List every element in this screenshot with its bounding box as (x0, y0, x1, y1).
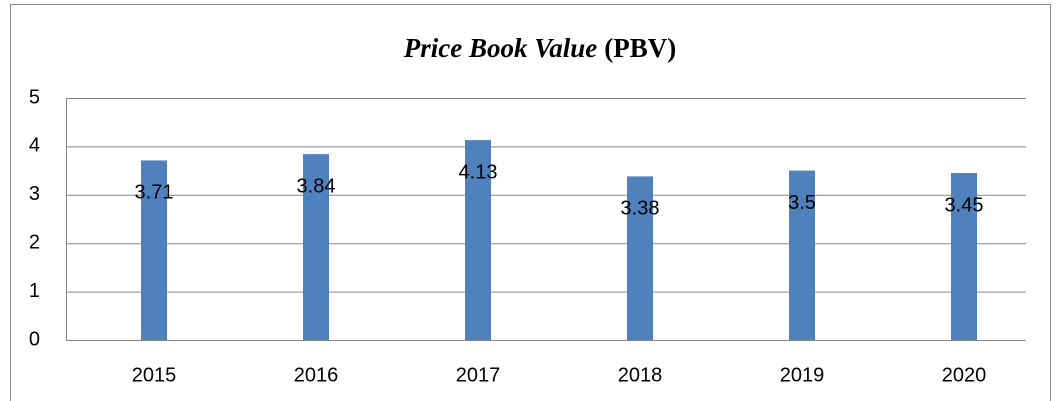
x-tick-label: 2020 (942, 364, 987, 386)
bar (789, 170, 815, 340)
bar (465, 140, 491, 340)
x-tick-label: 2019 (780, 364, 825, 386)
data-label: 3.71 (135, 182, 174, 204)
title-italic: Price Book Value (403, 33, 598, 63)
title-plain: (PBV) (604, 33, 676, 63)
x-tick-label: 2018 (618, 364, 663, 386)
y-tick-label: 1 (29, 280, 40, 302)
chart-frame (10, 4, 1051, 401)
y-tick-label: 0 (29, 328, 40, 350)
x-tick-label: 2015 (132, 364, 177, 386)
y-tick-label: 2 (29, 231, 40, 253)
bar (951, 173, 977, 340)
bar (141, 160, 167, 340)
bar (303, 154, 329, 340)
data-label: 3.45 (945, 194, 984, 216)
y-tick-label: 5 (29, 86, 40, 108)
x-tick-label: 2016 (294, 364, 339, 386)
data-label: 4.13 (459, 161, 498, 183)
data-label: 3.38 (621, 198, 660, 220)
x-tick-label: 2017 (456, 364, 501, 386)
bar (627, 176, 653, 340)
y-tick-label: 3 (29, 183, 40, 205)
y-tick-label: 4 (29, 135, 40, 157)
data-label: 3.84 (297, 175, 336, 197)
data-label: 3.5 (788, 192, 816, 214)
chart-title: Price Book Value (PBV) (403, 33, 676, 63)
